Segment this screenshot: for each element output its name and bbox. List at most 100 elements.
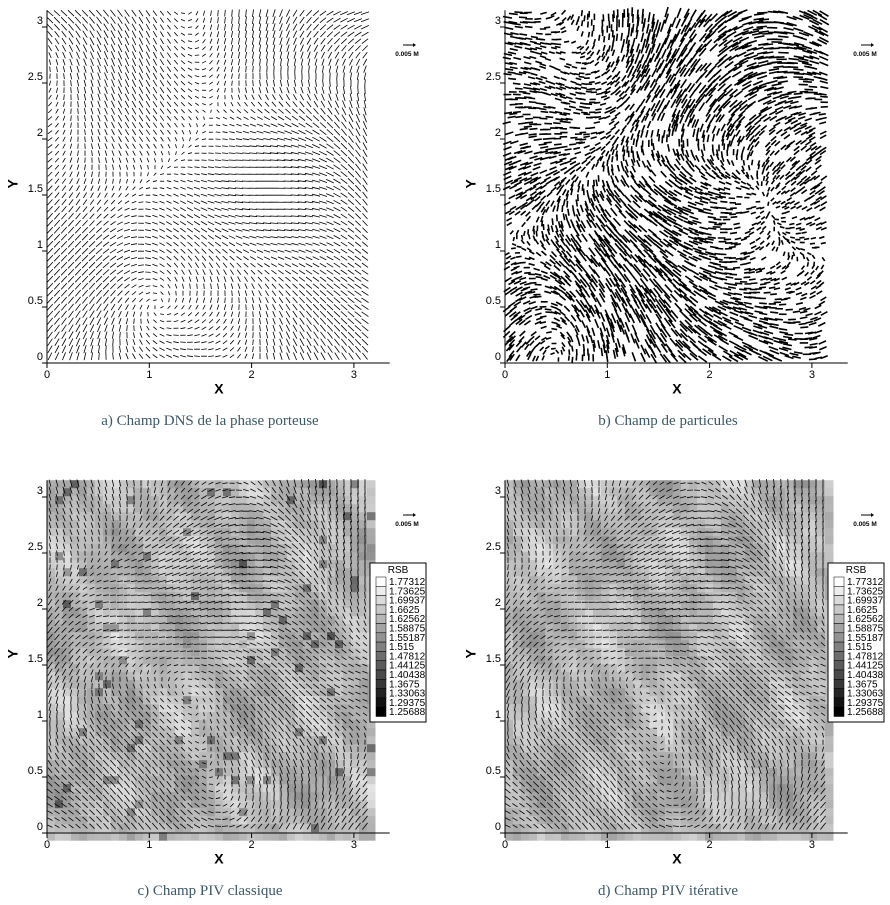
snr-cell xyxy=(641,600,650,609)
snr-cell xyxy=(87,608,96,617)
snr-cell xyxy=(135,608,144,617)
snr-cell xyxy=(351,664,360,673)
snr-cell xyxy=(271,800,280,809)
x-tick-label: 2 xyxy=(249,369,255,381)
snr-cell xyxy=(167,680,176,689)
snr-cell xyxy=(617,568,626,577)
snr-cell xyxy=(561,664,570,673)
snr-cell xyxy=(239,544,248,553)
snr-cell xyxy=(271,688,280,697)
snr-cell xyxy=(119,800,128,809)
snr-cell xyxy=(817,648,826,657)
snr-cell xyxy=(135,592,144,601)
snr-cell xyxy=(63,768,72,777)
snr-cell xyxy=(311,584,320,593)
snr-cell xyxy=(127,664,136,673)
snr-cell xyxy=(649,688,658,697)
snr-cell xyxy=(689,536,698,545)
snr-cell xyxy=(119,656,128,665)
snr-cell xyxy=(809,608,818,617)
snr-cell xyxy=(255,792,264,801)
snr-cell xyxy=(561,824,570,833)
snr-cell xyxy=(601,720,610,729)
snr-cell xyxy=(657,696,666,705)
snr-cell xyxy=(785,584,794,593)
snr-cell xyxy=(159,696,168,705)
snr-cell xyxy=(103,504,112,513)
legend-label: 1.6625 xyxy=(847,605,878,616)
snr-cell xyxy=(697,672,706,681)
snr-cell xyxy=(817,736,826,745)
snr-cell xyxy=(609,552,618,561)
snr-cell xyxy=(71,704,80,713)
snr-cell xyxy=(729,736,738,745)
snr-cell xyxy=(63,744,72,753)
snr-cell xyxy=(263,720,272,729)
snr-cell xyxy=(223,552,232,561)
snr-cell xyxy=(71,784,80,793)
snr-cell xyxy=(143,632,152,641)
snr-cell xyxy=(79,624,88,633)
snr-cell xyxy=(135,680,144,689)
snr-cell xyxy=(561,744,570,753)
snr-cell xyxy=(625,744,634,753)
snr-cell xyxy=(737,832,746,841)
snr-cell xyxy=(593,648,602,657)
snr-cell xyxy=(47,728,56,737)
snr-cell xyxy=(111,696,120,705)
snr-cell xyxy=(343,608,352,617)
snr-cell xyxy=(745,800,754,809)
snr-cell xyxy=(721,664,730,673)
snr-cell xyxy=(63,520,72,529)
snr-cell xyxy=(143,784,152,793)
snr-cell xyxy=(553,504,562,513)
snr-cell xyxy=(231,568,240,577)
snr-cell xyxy=(593,808,602,817)
snr-cell xyxy=(505,536,514,545)
snr-cell xyxy=(625,776,634,785)
snr-cell xyxy=(729,512,738,521)
snr-cell xyxy=(817,552,826,561)
snr-cell xyxy=(191,712,200,721)
snr-cell xyxy=(513,688,522,697)
snr-cell xyxy=(303,552,312,561)
snr-cell xyxy=(335,736,344,745)
snr-cell xyxy=(151,656,160,665)
snr-cell xyxy=(769,624,778,633)
snr-cell xyxy=(745,736,754,745)
snr-cell xyxy=(809,648,818,657)
snr-cell xyxy=(295,808,304,817)
snr-cell xyxy=(697,648,706,657)
snr-cell xyxy=(343,688,352,697)
snr-cell xyxy=(167,832,176,841)
snr-cell xyxy=(359,560,368,569)
snr-cell xyxy=(247,696,256,705)
snr-cell xyxy=(215,768,224,777)
snr-cell xyxy=(817,496,826,505)
snr-cell xyxy=(697,592,706,601)
snr-cell xyxy=(335,608,344,617)
snr-cell xyxy=(279,600,288,609)
snr-cell xyxy=(753,480,762,489)
snr-cell xyxy=(95,608,104,617)
snr-cell xyxy=(327,752,336,761)
snr-cell xyxy=(505,504,514,513)
snr-cell xyxy=(809,680,818,689)
legend-label: 1.73625 xyxy=(847,586,884,597)
snr-cell xyxy=(87,648,96,657)
snr-cell xyxy=(537,512,546,521)
snr-cell xyxy=(335,560,344,569)
snr-cell xyxy=(625,728,634,737)
snr-cell xyxy=(721,744,730,753)
snr-cell xyxy=(761,776,770,785)
snr-cell xyxy=(617,792,626,801)
snr-cell xyxy=(577,768,586,777)
snr-cell xyxy=(287,768,296,777)
snr-cell xyxy=(183,728,192,737)
snr-cell xyxy=(343,760,352,769)
y-tick-label: 3 xyxy=(495,485,501,497)
snr-cell xyxy=(119,688,128,697)
snr-cell xyxy=(239,808,248,817)
legend-swatch xyxy=(375,706,387,717)
legend-swatch xyxy=(375,688,387,699)
